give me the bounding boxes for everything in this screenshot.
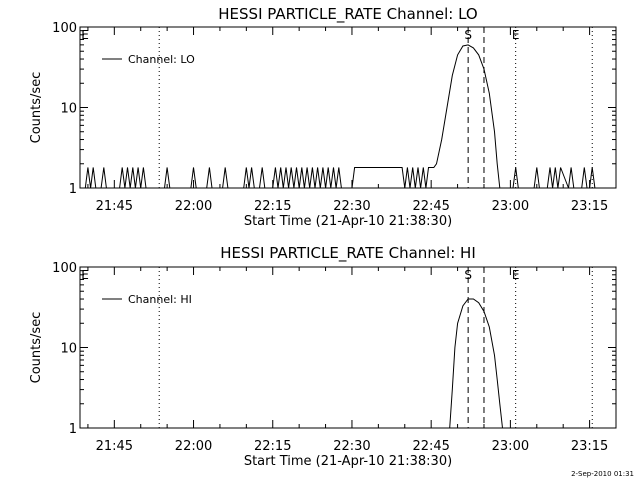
y-tick-label: 10 — [60, 342, 77, 357]
marker-label: S — [464, 268, 472, 282]
x-tick-label: 22:15 — [254, 199, 291, 214]
plot-frame — [79, 266, 617, 429]
x-tick-label: 21:45 — [96, 199, 133, 214]
y-tick-label: 1 — [69, 182, 77, 197]
plot-frame — [79, 26, 617, 189]
chart-title: HESSI PARTICLE_RATE Channel: HI — [220, 244, 476, 263]
marker-label: E — [81, 28, 89, 42]
x-tick-label: 22:30 — [333, 199, 370, 214]
y-tick-label: 10 — [60, 102, 77, 117]
x-tick-label: 23:15 — [571, 199, 608, 214]
panel-hi: HESSI PARTICLE_RATE Channel: HI 21:45 22:0… — [29, 244, 617, 469]
x-tick-label: 22:30 — [333, 439, 370, 454]
y-tick-label: 100 — [52, 21, 77, 36]
marker-label: E — [512, 268, 520, 282]
x-tick-label: 23:00 — [492, 199, 529, 214]
x-tick-label: 22:00 — [175, 439, 212, 454]
legend-label: Channel: LO — [128, 53, 195, 66]
series-line — [84, 44, 596, 189]
marker-label: E — [512, 28, 520, 42]
footer-date: 2-Sep-2010 01:31 — [571, 470, 634, 478]
y-tick-label: 1 — [69, 422, 77, 437]
panel-lo: HESSI PARTICLE_RATE Channel: LO 21:45 22:0… — [29, 5, 617, 229]
x-tick-label: 23:15 — [571, 439, 608, 454]
x-tick-label: 23:00 — [492, 439, 529, 454]
x-tick-label: 22:00 — [175, 199, 212, 214]
y-axis-label: Counts/sec — [29, 72, 44, 144]
marker-label: S — [464, 28, 472, 42]
x-tick-label: 21:45 — [96, 439, 133, 454]
series-line — [449, 298, 503, 429]
x-tick-label: 22:15 — [254, 439, 291, 454]
x-tick-label: 22:45 — [412, 439, 449, 454]
y-axis-label: Counts/sec — [29, 312, 44, 384]
x-tick-label: 22:45 — [412, 199, 449, 214]
x-axis-label: Start Time (21-Apr-10 21:38:30) — [244, 214, 452, 229]
legend-label: Channel: HI — [128, 293, 192, 306]
y-tick-label: 100 — [52, 261, 77, 276]
x-axis-label: Start Time (21-Apr-10 21:38:30) — [244, 454, 452, 469]
chart-title: HESSI PARTICLE_RATE Channel: LO — [218, 5, 477, 24]
marker-label: E — [81, 268, 89, 282]
